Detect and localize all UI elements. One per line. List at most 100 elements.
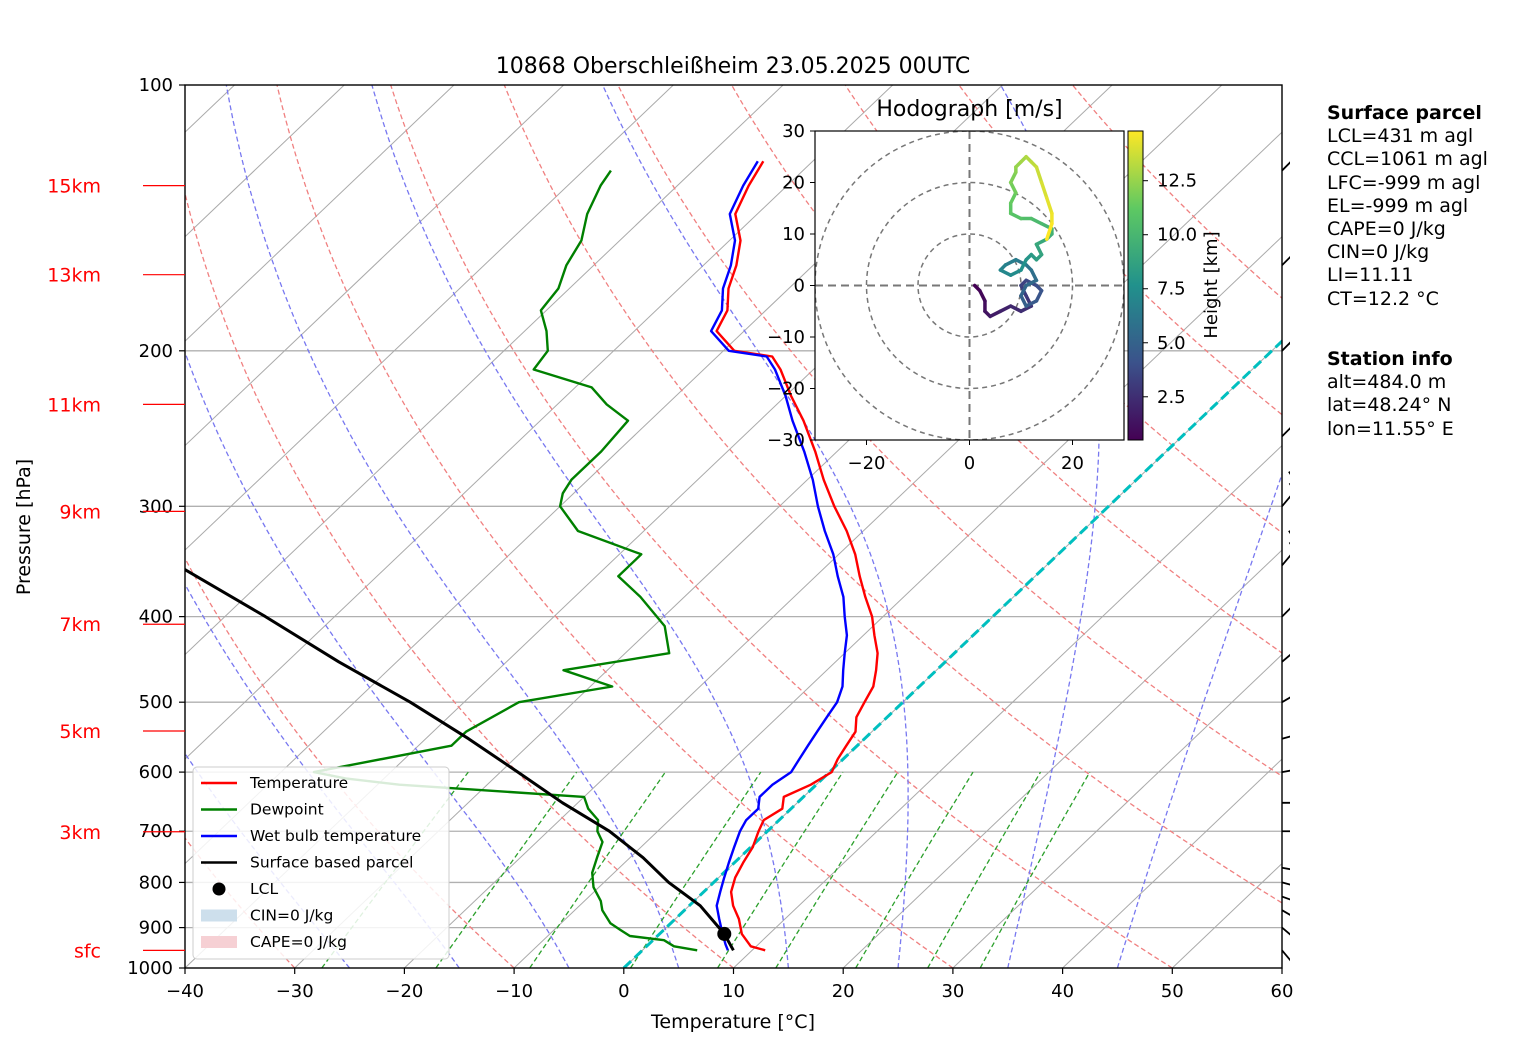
wind-barb-flag xyxy=(1320,786,1325,803)
legend-swatch xyxy=(201,936,237,948)
isotherm-line xyxy=(513,235,1282,968)
wind-barb xyxy=(1281,769,1290,773)
wind-barb-half xyxy=(1296,324,1301,332)
hodograph-y-tick-label: 30 xyxy=(782,121,805,142)
hodograph-segment xyxy=(1029,268,1039,283)
info-line: alt=484.0 m xyxy=(1327,371,1447,394)
isotherm-line xyxy=(185,85,455,342)
hodograph-segment xyxy=(1008,180,1018,195)
hodograph-segment xyxy=(1029,216,1044,226)
legend-label: Temperature xyxy=(249,774,348,792)
wind-barb xyxy=(1281,324,1301,352)
wind-barb-half xyxy=(1319,884,1324,892)
isotherm-line xyxy=(185,85,674,551)
wind-barb-staff xyxy=(1281,949,1290,962)
hodograph-segment xyxy=(1034,242,1044,257)
surface-parcel-info: Surface parcel LCL=431 m agl CCL=1061 m … xyxy=(1327,102,1488,311)
wind-barbs xyxy=(1281,124,1334,980)
isotherm-line xyxy=(185,85,564,447)
wind-barb-flag xyxy=(1304,621,1311,637)
wind-barb xyxy=(1281,471,1290,507)
wind-barb-flag xyxy=(1316,946,1331,956)
hodograph-y-tick-label: −20 xyxy=(767,379,805,400)
wind-barb-flag xyxy=(1300,128,1308,144)
info-line: lon=11.55° E xyxy=(1327,417,1454,440)
wind-barb-flag xyxy=(1325,860,1333,876)
profile-lines xyxy=(185,160,879,952)
wind-barb-staff xyxy=(1281,255,1290,266)
info-line: EL=-999 m agl xyxy=(1327,194,1469,217)
height-label: 9km xyxy=(59,501,101,523)
hodograph-y-tick-label: 0 xyxy=(794,276,805,297)
hodograph-y-tick-label: 20 xyxy=(782,173,805,194)
y-tick-label: 900 xyxy=(139,918,173,939)
wind-barb-flag xyxy=(1323,897,1334,911)
y-tick-label: 800 xyxy=(139,872,173,893)
height-label: 3km xyxy=(59,822,101,844)
wind-barb-staff xyxy=(1281,341,1290,352)
wind-barb xyxy=(1282,786,1325,804)
hodograph-segment xyxy=(978,288,987,303)
wind-barb-flag xyxy=(1300,394,1308,410)
wind-barb-flag xyxy=(1311,666,1315,683)
wind-barb-flag xyxy=(1293,526,1303,541)
wind-barb-staff xyxy=(1281,696,1290,703)
wind-barb-staff xyxy=(1281,881,1290,886)
wind-barb xyxy=(1281,227,1304,266)
height-label: 13km xyxy=(47,265,101,287)
wind-barb-flag xyxy=(1292,402,1300,418)
mixing-ratio-line xyxy=(855,771,974,968)
mixing-ratio-line xyxy=(435,771,578,968)
mixing-ratio-line xyxy=(775,771,899,968)
wind-barb-flag xyxy=(1305,570,1313,586)
wind-barb-flag xyxy=(1320,920,1333,932)
wind-barb-flag xyxy=(1305,124,1313,140)
colorbar-label: Height [km] xyxy=(1201,231,1222,338)
wind-barb-flag xyxy=(1288,471,1290,475)
wind-barb xyxy=(1281,909,1333,932)
wind-barb-flag xyxy=(1325,879,1334,894)
mixing-ratio-line xyxy=(717,771,844,968)
hodograph-segment xyxy=(988,309,1003,319)
wind-barb xyxy=(1281,526,1303,566)
x-tick-label: −10 xyxy=(495,981,533,1002)
wind-barb-staff xyxy=(1281,769,1290,773)
legend-label: CIN=0 J/kg xyxy=(250,907,333,925)
wind-barb-staff xyxy=(1281,909,1290,916)
x-tick-label: 40 xyxy=(1051,981,1074,1002)
wind-barb-flag xyxy=(1296,227,1304,243)
colorbar-tick-label: 10.0 xyxy=(1157,225,1197,246)
wind-barb-half xyxy=(1288,482,1290,486)
height-label: 5km xyxy=(59,721,101,743)
wind-barb xyxy=(1281,570,1313,618)
wind-barb-staff xyxy=(1281,895,1290,901)
hodograph-segment xyxy=(1034,165,1044,185)
info-line: CCL=1061 m agl xyxy=(1327,148,1488,171)
x-tick-label: −20 xyxy=(385,981,423,1002)
isotherm-line xyxy=(842,549,1282,968)
wind-barb-flag xyxy=(1299,625,1306,641)
hodograph-segment xyxy=(1024,299,1039,308)
wind-barb xyxy=(1281,860,1333,876)
wind-barb-staff xyxy=(1281,495,1290,507)
isotherm-line xyxy=(404,131,1282,968)
hodograph-y-tick-label: −30 xyxy=(767,430,805,451)
wind-barb xyxy=(1281,394,1308,438)
colorbar-tick-label: 12.5 xyxy=(1157,171,1197,192)
colorbar-tick-label: 7.5 xyxy=(1157,279,1186,300)
wind-barb xyxy=(1281,124,1313,172)
legend-box xyxy=(192,766,450,960)
colorbar-tick-label: 2.5 xyxy=(1157,387,1186,408)
hodograph: Hodograph [m/s] 30 20 10 0 −10 −20 −30 −20 0 20 2.5… xyxy=(767,97,1222,474)
wind-barb-half xyxy=(1319,866,1323,874)
wind-barb-staff xyxy=(1281,735,1290,740)
legend-label: LCL xyxy=(250,880,278,898)
hodograph-y-tick-label: −10 xyxy=(767,327,805,348)
wind-barb-half xyxy=(1306,976,1315,980)
hodograph-segment xyxy=(998,268,1013,277)
wind-barb-flag xyxy=(1316,663,1320,680)
y-axis-label: Pressure [hPa] xyxy=(13,459,35,595)
wind-barb-staff xyxy=(1281,926,1290,936)
hodograph-segment xyxy=(1034,237,1049,247)
wind-barb xyxy=(1281,879,1334,894)
